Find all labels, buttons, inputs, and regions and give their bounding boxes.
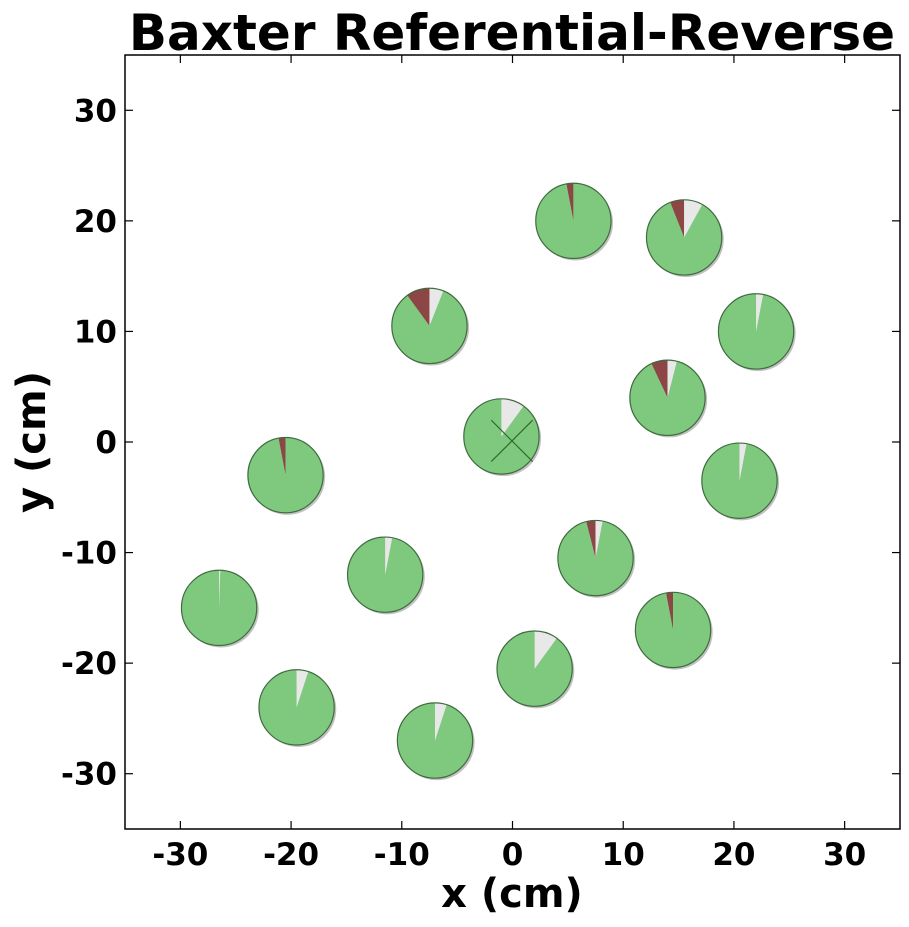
pie-wedge-success (496, 631, 573, 707)
pie-marker (645, 199, 724, 278)
pie-wedge-failure (586, 520, 596, 559)
pie-wedge-other (429, 288, 444, 326)
pie-marker (258, 669, 337, 748)
pie-wedge-other (296, 669, 309, 708)
pie-wedge-failure (651, 360, 668, 398)
pie-wedge-success (397, 702, 473, 779)
pie-wedge-failure (407, 288, 430, 326)
pie-marker (463, 398, 542, 477)
x-tick-label: 10 (602, 837, 645, 873)
y-tick-label: 30 (74, 93, 117, 129)
pie-marker (496, 630, 575, 709)
pie-wedge-success (701, 443, 778, 519)
pie-outline (180, 569, 258, 647)
pie-wedge-other (534, 631, 557, 669)
pie-wedge-other (435, 702, 447, 741)
y-tick-label: 20 (74, 204, 117, 240)
pie-outline (629, 359, 706, 437)
x-tick-label: -10 (374, 837, 430, 873)
axis-ticks: -30 -20 -10 0 10 20 30 -30 -20 -10 0 10 20 30 (61, 55, 900, 873)
pie-wedge-success (347, 537, 423, 613)
pie-wedge-success (629, 361, 706, 436)
x-tick-label: 30 (823, 837, 866, 873)
pie-marker (629, 359, 708, 438)
pie-wedge-other (595, 520, 603, 559)
pie-wedge-other (684, 199, 703, 238)
pie-wedge-failure (278, 437, 286, 476)
pie-marker (396, 702, 475, 781)
x-axis-label: x (cm) (441, 871, 583, 917)
pie-marker (247, 436, 326, 515)
y-axis-label: y (cm) (9, 371, 55, 513)
pie-outline (634, 591, 712, 669)
chart-title: Baxter Referential-Reverse (129, 4, 895, 62)
x-tick-label: -30 (152, 837, 208, 873)
pie-wedge-success (557, 521, 634, 596)
y-tick-label: -30 (61, 757, 117, 793)
pie-outline (346, 536, 424, 613)
pie-outline (247, 436, 324, 514)
pie-marker (535, 182, 614, 261)
pie-wedge-success (646, 202, 722, 276)
x-tick-label: 20 (712, 837, 755, 873)
y-tick-label: 0 (95, 425, 117, 461)
pie-wedge-other (385, 537, 393, 575)
pie-marker (557, 519, 636, 598)
pie-wedge-success (181, 570, 257, 646)
pie-wedge-success (463, 398, 540, 475)
x-tick-label: -20 (263, 837, 319, 873)
y-tick-label: -10 (61, 536, 117, 572)
pie-marker (346, 536, 425, 615)
pie-marker (701, 442, 780, 521)
pie-outline (717, 293, 795, 370)
pie-outline (535, 182, 612, 260)
pie-outline (701, 442, 778, 519)
pie-outline (463, 398, 540, 475)
pie-marker (634, 591, 713, 670)
pie-wedge-success (391, 290, 468, 364)
pie-wedge-other (739, 443, 747, 481)
pie-wedge-failure (566, 183, 574, 221)
pie-wedge-success (535, 183, 612, 259)
pie-wedge-failure (670, 199, 685, 238)
pie-markers (180, 182, 796, 781)
y-tick-label: -20 (61, 646, 117, 682)
pie-wedge-success (718, 293, 794, 370)
pie-wedge-other (667, 360, 677, 398)
pie-marker (717, 293, 796, 372)
pie-wedge-success (635, 592, 711, 668)
pie-outline (645, 199, 723, 276)
pie-wedge-other (756, 293, 764, 332)
y-tick-label: 10 (74, 314, 117, 350)
pie-outline (258, 669, 335, 746)
pie-outline (396, 702, 474, 779)
pie-marker (391, 287, 470, 366)
pie-outline (391, 287, 468, 365)
pie-wedge-other (501, 398, 524, 437)
x-tick-label: 0 (502, 837, 524, 873)
pie-marker (180, 569, 259, 648)
pie-wedge-success (258, 669, 335, 746)
pie-outline (557, 519, 634, 597)
pie-wedge-other (219, 570, 221, 608)
pie-outline (496, 630, 573, 707)
pie-wedge-failure (665, 592, 674, 630)
pie-wedge-success (247, 437, 324, 513)
center-x-marker-line (490, 419, 534, 463)
